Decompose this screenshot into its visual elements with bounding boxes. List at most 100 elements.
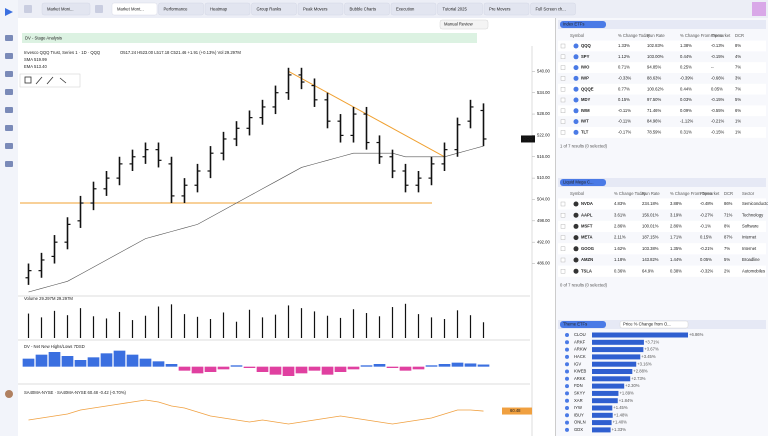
tab[interactable] — [204, 2, 251, 16]
row-bg[interactable] — [558, 209, 766, 221]
metric-select[interactable] — [619, 320, 689, 329]
column-header[interactable]: Premarket — [711, 33, 731, 38]
column-header[interactable]: Sector — [742, 191, 755, 196]
column-header[interactable]: Run Rate — [642, 191, 660, 196]
bar — [48, 352, 61, 367]
column-header[interactable]: DCR — [735, 33, 744, 38]
row-bg[interactable] — [558, 116, 766, 127]
checkbox[interactable] — [560, 224, 566, 229]
column-header[interactable]: Run Rate — [647, 33, 665, 38]
checkbox[interactable] — [560, 97, 566, 103]
symbol: IWM — [581, 108, 590, 113]
tab-icon[interactable] — [95, 5, 103, 13]
checkbox[interactable] — [560, 65, 566, 70]
bar — [300, 308, 303, 338]
cell: 0.44% — [680, 54, 692, 59]
logo[interactable] — [5, 8, 13, 16]
column-header[interactable]: DCR — [724, 191, 733, 196]
y-tick-label: 504.00 — [537, 197, 550, 202]
checkbox[interactable] — [560, 246, 566, 252]
row-bg[interactable] — [558, 232, 766, 244]
bar — [404, 303, 407, 338]
checkbox[interactable] — [560, 54, 566, 59]
tab[interactable] — [111, 2, 158, 16]
table-tab[interactable] — [560, 321, 606, 328]
category-icon — [565, 354, 569, 359]
row-bg[interactable] — [558, 40, 766, 52]
row-bg[interactable] — [558, 51, 766, 63]
checkbox[interactable] — [560, 212, 566, 218]
bar — [347, 366, 360, 370]
table-footer: 1 of 7 results (0 selected) — [560, 143, 608, 148]
cell: 0.05% — [711, 86, 723, 91]
checkbox[interactable] — [560, 235, 566, 240]
y-tick-label: 510.00 — [537, 175, 550, 180]
row-bg[interactable] — [558, 243, 766, 255]
column-header[interactable]: Symbol — [570, 191, 584, 196]
bar — [334, 366, 347, 372]
tab-label: Group Ranks — [257, 7, 282, 12]
bar — [592, 412, 613, 418]
checkbox[interactable] — [560, 108, 566, 114]
cell: -0.11% — [618, 108, 631, 113]
checkbox[interactable] — [560, 130, 566, 135]
cell: -0.1% — [700, 224, 711, 229]
row-bg[interactable] — [558, 105, 766, 117]
row-bg[interactable] — [558, 83, 766, 95]
tab[interactable] — [344, 2, 390, 16]
symbol: TSLA — [581, 268, 592, 273]
column-header[interactable]: % Change From Open — [670, 191, 713, 196]
cell: 0.31% — [680, 130, 692, 135]
checkbox[interactable] — [560, 43, 566, 49]
row-bg[interactable] — [558, 62, 766, 73]
value-label: +2.30% — [625, 383, 640, 388]
cell: 71% — [724, 212, 733, 217]
table-tab[interactable] — [560, 21, 606, 28]
tab[interactable] — [530, 2, 576, 16]
checkbox[interactable] — [560, 269, 566, 274]
column-header[interactable]: Premarket — [700, 191, 720, 196]
column-header[interactable]: % Change Today — [614, 191, 647, 196]
cell: 7% — [724, 246, 730, 251]
row-bg[interactable] — [558, 73, 766, 84]
row-bg[interactable] — [558, 94, 766, 106]
table-tab[interactable] — [560, 179, 606, 186]
tab[interactable] — [437, 2, 483, 16]
checkbox[interactable] — [560, 257, 566, 263]
checkbox[interactable] — [560, 86, 566, 92]
tab[interactable] — [158, 2, 204, 16]
tab[interactable] — [483, 2, 530, 16]
row-bg[interactable] — [558, 265, 766, 277]
row-bg[interactable] — [558, 254, 766, 266]
cell: 78.59% — [647, 130, 661, 135]
symbol-icon — [573, 212, 579, 218]
symbol: SPY — [581, 54, 590, 59]
row-bg[interactable] — [558, 220, 766, 232]
bar — [157, 306, 160, 338]
tab-icon[interactable] — [24, 5, 32, 13]
cell: 2.11% — [614, 235, 626, 240]
column-header[interactable]: Symbol — [570, 33, 584, 38]
checkbox[interactable] — [560, 119, 566, 124]
tab-label: Tutorial 2025 — [443, 7, 468, 12]
cell: 1% — [735, 130, 741, 135]
sma-line — [28, 145, 484, 293]
bar — [425, 365, 438, 367]
manual-review-select[interactable] — [439, 19, 489, 30]
checkbox[interactable] — [560, 76, 566, 81]
bar — [313, 311, 316, 338]
y-tick-label: 492.00 — [537, 239, 550, 244]
column-header[interactable]: % Change From Open — [680, 33, 723, 38]
category-icon — [565, 420, 569, 425]
row-bg[interactable] — [558, 198, 766, 210]
tab[interactable] — [390, 2, 437, 16]
cell: 8% — [724, 224, 730, 229]
tab[interactable] — [41, 2, 91, 16]
checkbox[interactable] — [560, 201, 566, 207]
profile-button[interactable] — [752, 2, 766, 16]
cell: Semiconductors — [742, 201, 768, 206]
tab[interactable] — [297, 2, 344, 16]
row-bg[interactable] — [558, 127, 766, 138]
tab[interactable] — [251, 2, 297, 16]
column-header[interactable]: % Change Today — [618, 33, 651, 38]
